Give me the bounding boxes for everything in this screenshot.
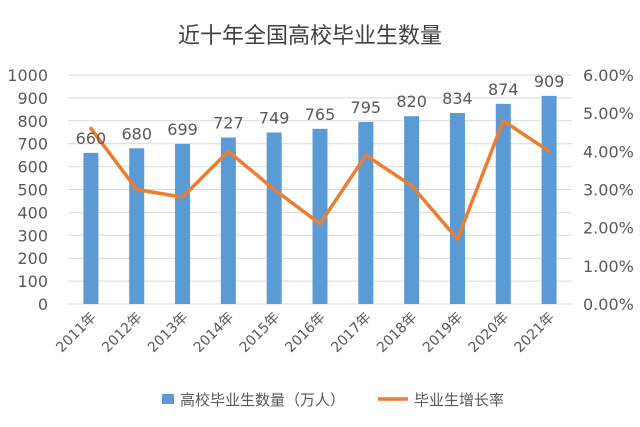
bar-data-label: 660 [76, 129, 107, 148]
bar [358, 121, 374, 304]
line-point [410, 184, 414, 188]
bar [404, 116, 420, 304]
bar-series [83, 95, 557, 305]
left-tick-label: 300 [17, 226, 48, 245]
bar-data-label: 765 [305, 105, 336, 124]
line-point [135, 188, 139, 191]
right-tick-label: 6.00% [583, 66, 634, 85]
right-tick-label: 3.00% [583, 181, 634, 200]
bar [83, 152, 99, 304]
left-tick-label: 700 [17, 135, 48, 154]
chart-title: 近十年全国高校毕业生数量 [178, 24, 442, 49]
bar-data-label: 680 [121, 124, 152, 143]
legend-bar-label: 高校毕业生数量（万人） [180, 391, 345, 409]
bar-data-label: 749 [259, 108, 290, 127]
bar [541, 95, 557, 305]
left-tick-label: 500 [17, 181, 48, 200]
right-tick-label: 5.00% [583, 104, 634, 123]
line-point [89, 126, 93, 130]
data-labels: 660 680 699 727 749 765 795 820 834 874 909 [76, 72, 565, 148]
left-tick-label: 0 [38, 295, 48, 314]
bar [449, 113, 465, 304]
legend-bar-swatch [162, 394, 174, 404]
left-tick-label: 800 [17, 112, 48, 131]
legend-line-label: 毕业生增长率 [414, 391, 504, 409]
left-tick-label: 600 [17, 158, 48, 177]
line-point [181, 195, 185, 199]
right-tick-label: 4.00% [583, 142, 634, 161]
left-tick-label: 200 [17, 249, 48, 268]
line-point [501, 119, 505, 123]
bar-data-label: 834 [442, 89, 473, 108]
left-tick-label: 100 [17, 272, 48, 291]
line-point [364, 153, 368, 157]
left-tick-label: 400 [17, 203, 48, 222]
line-series [89, 119, 551, 241]
left-tick-label: 900 [17, 89, 48, 108]
right-tick-label: 2.00% [583, 219, 634, 238]
bar-data-label: 699 [167, 120, 198, 139]
bar-data-label: 909 [534, 72, 565, 91]
left-axis: 0 100 200 300 400 500 600 700 800 900 1000 [7, 66, 48, 314]
bar-data-label: 795 [351, 98, 382, 117]
right-tick-label: 0.00% [583, 295, 634, 314]
line-point [272, 188, 276, 191]
bar-data-label: 874 [488, 80, 519, 99]
left-tick-label: 1000 [7, 66, 48, 85]
bar-data-label: 820 [396, 92, 427, 111]
bar [495, 103, 511, 304]
bar [175, 143, 191, 304]
bar [312, 128, 328, 304]
right-tick-label: 1.00% [583, 257, 634, 276]
bar [266, 132, 282, 304]
bar [129, 148, 145, 304]
line-point [547, 149, 551, 153]
line-point [318, 222, 322, 226]
bar [220, 137, 236, 304]
line-point [455, 237, 459, 241]
bar-data-label: 727 [213, 114, 244, 133]
legend: 高校毕业生数量（万人） 毕业生增长率 [162, 391, 504, 409]
line-point [226, 149, 230, 153]
right-axis: 0.00% 1.00% 2.00% 3.00% 4.00% 5.00% 6.00% [583, 66, 634, 314]
